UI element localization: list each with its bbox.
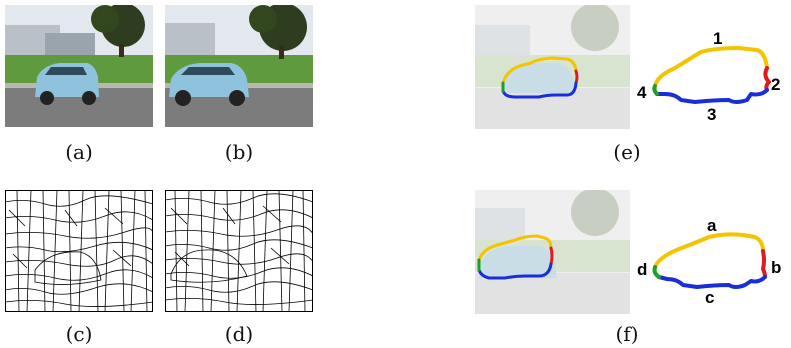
segment-label-f-left: d xyxy=(637,260,647,279)
caption-b: (b) xyxy=(224,140,254,164)
caption-a: (a) xyxy=(65,140,93,164)
caption-e: (e) xyxy=(613,140,641,164)
photo-b xyxy=(165,5,313,127)
caption-c: (c) xyxy=(65,322,93,346)
segment-label-f-bottom: c xyxy=(705,288,714,307)
contour-outline-f: a b c d xyxy=(635,205,785,313)
photo-a xyxy=(5,5,153,127)
caption-d: (d) xyxy=(224,322,254,346)
segmentation-d xyxy=(165,190,313,312)
contour-outline-e: 1 2 3 4 xyxy=(635,20,785,128)
segmentation-c xyxy=(5,190,153,312)
segment-label-f-top: a xyxy=(707,216,717,235)
segment-label-e-left: 4 xyxy=(637,83,647,102)
segment-label-e-top: 1 xyxy=(713,29,722,48)
segment-label-e-bottom: 3 xyxy=(707,105,716,124)
caption-f: (f) xyxy=(615,322,639,346)
contour-photo-f xyxy=(475,190,630,314)
segment-label-f-right: b xyxy=(771,258,781,277)
segment-label-e-right: 2 xyxy=(771,75,780,94)
contour-photo-e xyxy=(475,5,630,129)
